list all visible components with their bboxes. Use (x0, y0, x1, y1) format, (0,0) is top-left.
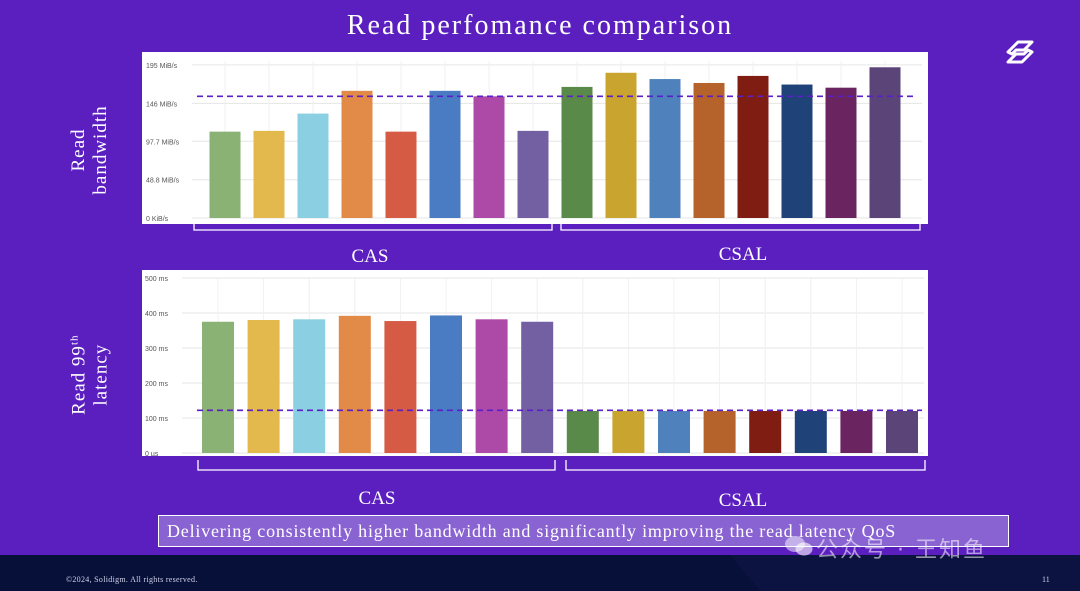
latency-axis-label-sup: th (68, 334, 81, 346)
bandwidth-axis-label-line1: Read (68, 128, 89, 172)
latency-bar (886, 411, 918, 453)
latency-ytick-label: 300 ms (145, 346, 168, 353)
latency-bar (475, 319, 508, 453)
latency-bar (566, 411, 599, 453)
bandwidth-chart: 0 KiB/s 48.8 MiB/s 97.7 MiB/s 146 MiB/s 195 … (142, 52, 928, 224)
latency-ytick-label: 500 ms (145, 276, 168, 283)
bandwidth-bar (473, 96, 505, 218)
latency-bar (338, 315, 371, 453)
csal-label-top: CSAL (718, 244, 768, 265)
solidigm-logo-icon (1006, 40, 1034, 64)
latency-axis-label: Read 99th latency (63, 305, 112, 445)
latency-ytick-label: 0 µs (145, 451, 159, 456)
bandwidth-bar (385, 131, 417, 218)
bandwidth-bar (693, 82, 725, 218)
bandwidth-bar (605, 72, 637, 219)
bandwidth-ytick-label: 0 KiB/s (146, 216, 169, 223)
latency-bar (703, 411, 736, 453)
bandwidth-bar (825, 87, 857, 218)
bandwidth-axis-label-line2: bandwidth (90, 105, 111, 195)
latency-bar (612, 411, 645, 453)
latency-ytick-label: 200 ms (145, 381, 168, 388)
latency-axis-label-line2: latency (90, 343, 112, 406)
bandwidth-bar (209, 131, 241, 218)
csal-bracket-bottom (565, 460, 926, 471)
bandwidth-bar (561, 86, 593, 218)
bandwidth-ytick-label: 97.7 MiB/s (146, 139, 180, 146)
bandwidth-ytick-label: 146 MiB/s (146, 101, 178, 108)
csal-label-bottom: CSAL (718, 490, 768, 511)
latency-bar (202, 321, 234, 453)
latency-ytick-label: 400 ms (145, 311, 168, 318)
slide-title: Read perfomance comparison (346, 10, 734, 41)
bandwidth-bar (649, 79, 681, 219)
callout-banner: Delivering consistently higher bandwidth… (158, 515, 1009, 547)
latency-bar (658, 411, 690, 453)
latency-bar (247, 320, 280, 453)
cas-label-bottom: CAS (358, 488, 396, 509)
latency-ytick-label: 100 ms (145, 416, 168, 423)
bandwidth-bar (737, 75, 769, 218)
bandwidth-bar (429, 90, 461, 218)
latency-chart: 0 µs 100 ms 200 ms 300 ms 400 ms 500 ms (142, 270, 928, 456)
watermark-text: 公众号 · 王知鱼 (816, 538, 987, 563)
latency-bar (293, 319, 326, 453)
bandwidth-ytick-label: 195 MiB/s (146, 63, 178, 70)
latency-bar (794, 411, 827, 453)
cas-label-top: CAS (351, 246, 389, 267)
latency-bar (430, 315, 462, 453)
latency-bar (384, 321, 417, 453)
bandwidth-bar (517, 130, 549, 218)
page-number: 11 (1042, 575, 1050, 584)
wechat-icon (785, 536, 813, 556)
latency-bar (521, 321, 554, 453)
footer-wedge (0, 555, 760, 591)
bandwidth-ytick-label: 48.8 MiB/s (146, 178, 180, 185)
latency-bar (840, 411, 873, 453)
bandwidth-bar (341, 90, 373, 218)
copyright-text: ©2024, Solidigm. All rights reserved. (66, 575, 198, 584)
bandwidth-chart-svg: 0 KiB/s 48.8 MiB/s 97.7 MiB/s 146 MiB/s 195 … (146, 61, 922, 223)
bandwidth-axis-label: Read bandwidth (68, 80, 112, 220)
bandwidth-bar (781, 84, 813, 218)
bandwidth-bar (869, 67, 901, 218)
latency-axis-label-line1: Read 99 (68, 345, 90, 415)
bandwidth-bar (253, 130, 285, 218)
latency-chart-svg: 0 µs 100 ms 200 ms 300 ms 400 ms 500 ms (145, 276, 924, 456)
bandwidth-bar (297, 113, 329, 218)
cas-bracket-bottom (197, 460, 556, 471)
latency-bar (749, 411, 782, 453)
